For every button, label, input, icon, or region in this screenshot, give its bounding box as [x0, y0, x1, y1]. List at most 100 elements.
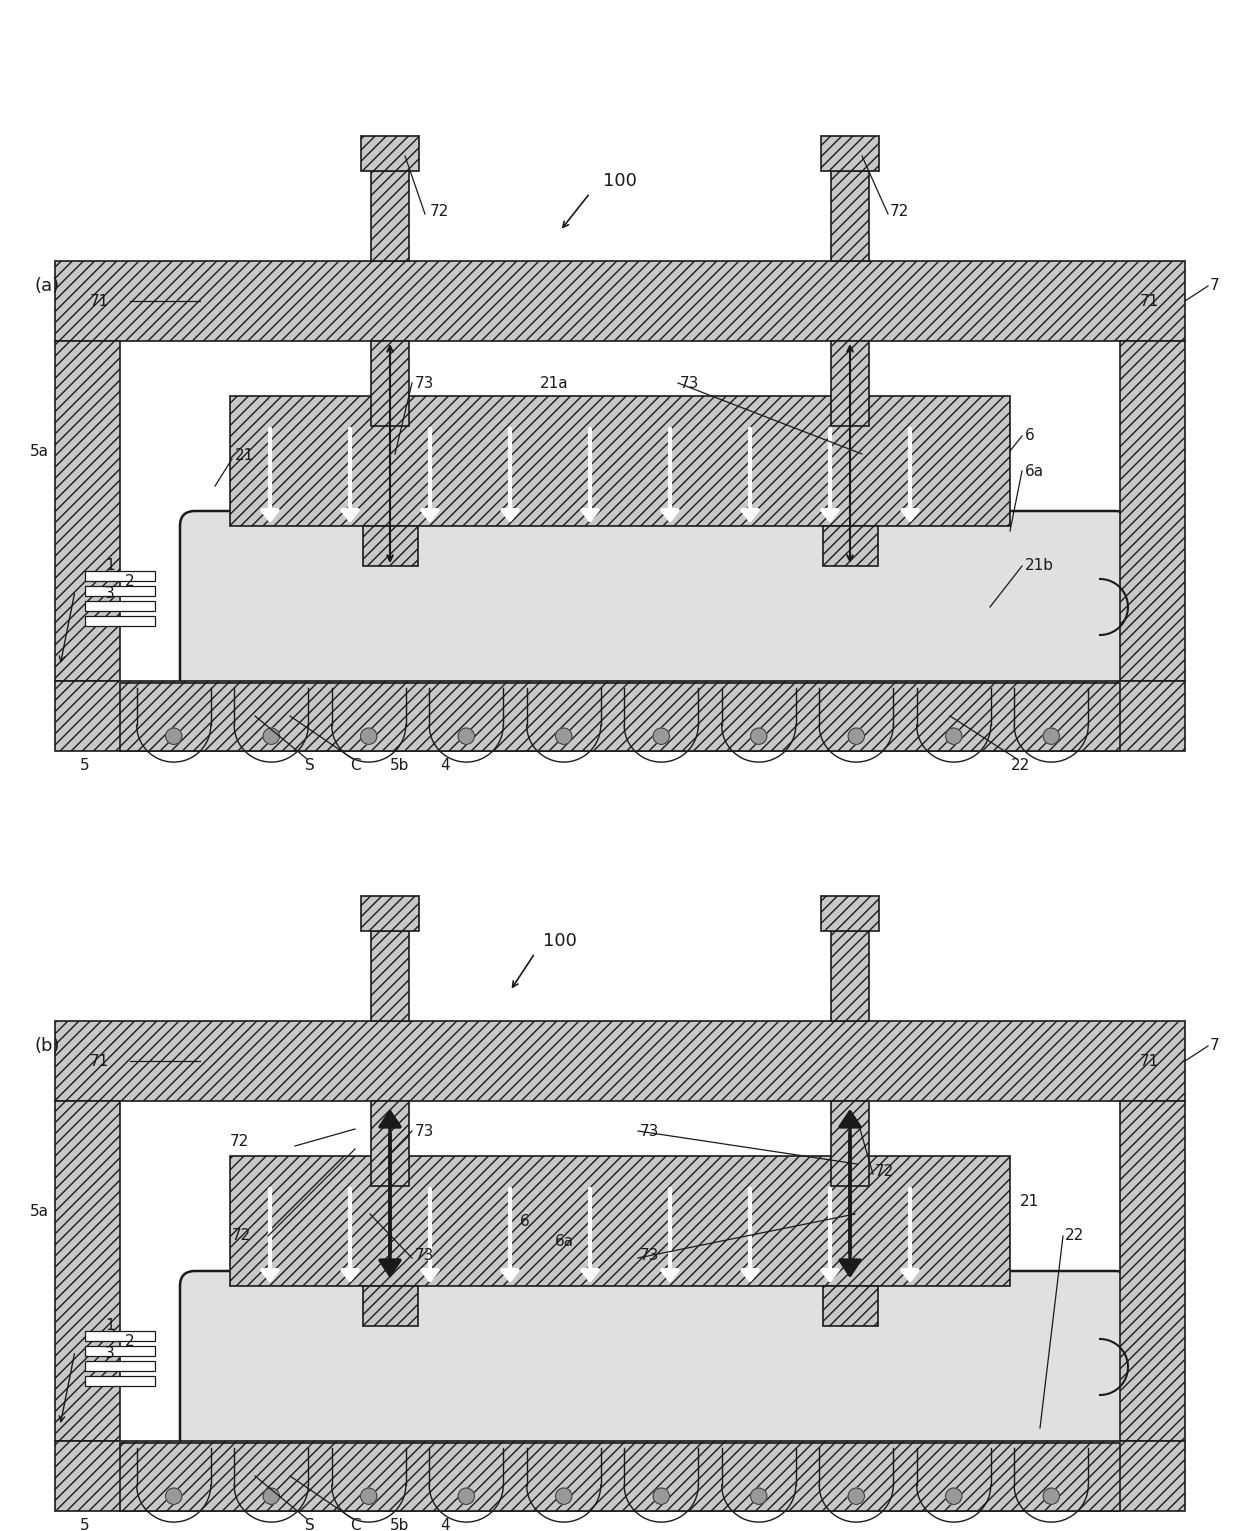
- Circle shape: [946, 729, 962, 744]
- Bar: [55, 1021, 1185, 1101]
- Bar: [371, 341, 409, 426]
- Text: S: S: [305, 1519, 315, 1531]
- Text: 1: 1: [105, 1318, 115, 1334]
- Text: 5: 5: [81, 758, 89, 773]
- Text: 3: 3: [105, 585, 115, 600]
- Bar: [371, 171, 409, 260]
- Bar: [120, 1444, 1120, 1511]
- Circle shape: [361, 1488, 377, 1505]
- Bar: [821, 136, 879, 171]
- Text: 21: 21: [236, 449, 254, 464]
- Text: 7: 7: [1210, 1038, 1220, 1053]
- Text: 72: 72: [229, 1133, 249, 1148]
- Bar: [821, 896, 879, 931]
- Circle shape: [556, 729, 572, 744]
- Circle shape: [653, 729, 670, 744]
- Bar: [86, 1361, 155, 1370]
- Text: 71: 71: [91, 1053, 109, 1069]
- Bar: [86, 1376, 155, 1386]
- Text: 72: 72: [430, 204, 449, 219]
- Text: C: C: [350, 1519, 361, 1531]
- Bar: [120, 683, 1120, 752]
- Bar: [1120, 341, 1185, 681]
- Circle shape: [263, 1488, 279, 1505]
- Bar: [55, 341, 120, 681]
- Text: 73: 73: [415, 1124, 434, 1139]
- Text: 6a: 6a: [556, 1234, 574, 1248]
- FancyBboxPatch shape: [180, 511, 1130, 703]
- Circle shape: [946, 1488, 962, 1505]
- Circle shape: [750, 1488, 766, 1505]
- Text: 5a: 5a: [30, 444, 50, 458]
- Bar: [831, 931, 869, 1021]
- Text: 4: 4: [440, 1519, 450, 1531]
- Circle shape: [166, 729, 182, 744]
- Circle shape: [1043, 1488, 1059, 1505]
- Bar: [86, 1346, 155, 1356]
- Bar: [823, 1286, 878, 1326]
- Circle shape: [458, 1488, 475, 1505]
- Text: 3: 3: [105, 1346, 115, 1361]
- Bar: [831, 171, 869, 260]
- Text: 73: 73: [640, 1124, 660, 1139]
- Bar: [831, 341, 869, 426]
- Text: C: C: [350, 758, 361, 773]
- FancyBboxPatch shape: [180, 1271, 1130, 1464]
- Text: 72: 72: [890, 204, 909, 219]
- Text: 22: 22: [1065, 1228, 1084, 1243]
- Text: 71: 71: [1140, 1053, 1159, 1069]
- Bar: [1120, 1101, 1185, 1441]
- Bar: [371, 1101, 409, 1187]
- Text: 21a: 21a: [539, 375, 569, 390]
- Circle shape: [556, 1488, 572, 1505]
- Circle shape: [653, 1488, 670, 1505]
- Text: (a): (a): [35, 277, 60, 295]
- Bar: [361, 136, 419, 171]
- Bar: [361, 896, 419, 931]
- Text: 6a: 6a: [1025, 464, 1044, 479]
- Bar: [86, 571, 155, 580]
- Text: 73: 73: [640, 1248, 660, 1263]
- Text: 71: 71: [91, 294, 109, 309]
- Text: 73: 73: [415, 1248, 434, 1263]
- Bar: [363, 527, 418, 566]
- Circle shape: [263, 729, 279, 744]
- Text: 21b: 21b: [1025, 559, 1054, 574]
- Bar: [371, 931, 409, 1021]
- Text: 2: 2: [125, 1334, 135, 1349]
- Bar: [55, 1101, 120, 1441]
- Text: 6: 6: [520, 1214, 529, 1228]
- Circle shape: [166, 1488, 182, 1505]
- Bar: [823, 527, 878, 566]
- Text: 71: 71: [1140, 294, 1159, 309]
- Text: 72: 72: [232, 1228, 252, 1243]
- Text: 2: 2: [125, 574, 135, 588]
- Text: 100: 100: [603, 171, 637, 190]
- Text: 21: 21: [1021, 1194, 1039, 1208]
- Text: 6: 6: [1025, 429, 1034, 444]
- Text: S: S: [305, 758, 315, 773]
- Text: 5b: 5b: [391, 1519, 409, 1531]
- Text: 72: 72: [875, 1164, 894, 1179]
- Text: 5: 5: [81, 1519, 89, 1531]
- Text: 73: 73: [415, 375, 434, 390]
- Bar: [55, 681, 1185, 752]
- Text: 22: 22: [1011, 758, 1029, 773]
- Bar: [229, 397, 1011, 527]
- Text: 5a: 5a: [30, 1203, 50, 1219]
- Circle shape: [750, 729, 766, 744]
- Bar: [55, 260, 1185, 341]
- Bar: [86, 615, 155, 626]
- Bar: [229, 1156, 1011, 1286]
- Circle shape: [458, 729, 475, 744]
- Bar: [363, 1286, 418, 1326]
- Text: 4: 4: [440, 758, 450, 773]
- Text: 1: 1: [105, 559, 115, 574]
- Text: (b): (b): [35, 1036, 61, 1055]
- Bar: [86, 1330, 155, 1341]
- Circle shape: [1043, 729, 1059, 744]
- Bar: [55, 1441, 1185, 1511]
- Circle shape: [848, 729, 864, 744]
- Text: 73: 73: [680, 375, 699, 390]
- Bar: [831, 1101, 869, 1187]
